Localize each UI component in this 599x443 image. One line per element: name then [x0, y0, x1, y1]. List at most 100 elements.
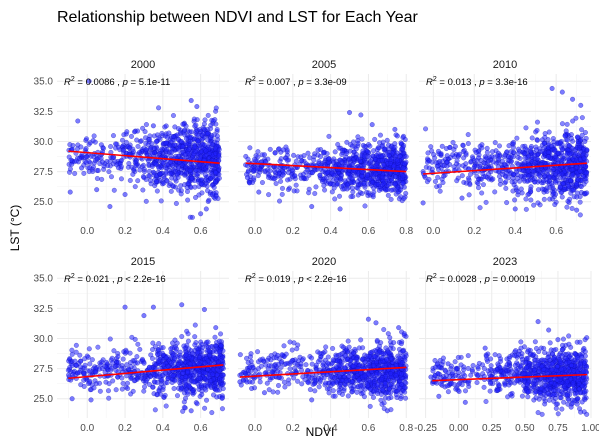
data-point — [276, 146, 282, 152]
data-point — [163, 123, 169, 129]
data-point — [284, 157, 290, 163]
data-point — [251, 167, 257, 173]
data-point — [346, 344, 352, 350]
data-point — [107, 336, 113, 342]
data-point — [174, 393, 181, 399]
data-point — [197, 371, 203, 377]
data-point — [268, 352, 274, 359]
data-point — [271, 176, 277, 182]
data-point — [312, 190, 318, 197]
data-point — [484, 145, 490, 151]
data-point — [465, 140, 471, 147]
data-point — [164, 134, 170, 140]
data-point — [396, 385, 402, 391]
x-tick-label: 0.4 — [156, 423, 170, 434]
data-point — [332, 393, 338, 399]
data-point — [149, 141, 155, 147]
data-point — [375, 145, 381, 151]
fit-annotation: R2 = 0.019 , p < 2.2e-16 — [245, 273, 347, 285]
data-point — [382, 351, 388, 357]
data-point — [375, 181, 382, 188]
data-point — [253, 158, 259, 164]
data-point — [192, 322, 198, 328]
data-point — [99, 159, 105, 165]
data-point — [186, 383, 192, 389]
data-point — [475, 155, 482, 161]
data-point — [384, 137, 390, 143]
data-point — [523, 196, 529, 202]
data-point — [465, 175, 472, 181]
data-point — [373, 320, 379, 326]
data-point — [273, 181, 279, 187]
data-point — [378, 397, 384, 403]
data-point — [388, 355, 394, 361]
data-point — [95, 344, 101, 350]
data-point — [126, 160, 132, 166]
data-point — [574, 164, 580, 170]
data-point — [94, 187, 100, 193]
data-point — [167, 159, 173, 165]
data-point — [349, 388, 355, 394]
x-tick-label: 0.2 — [118, 423, 132, 434]
data-point — [67, 142, 73, 148]
data-point — [552, 201, 558, 208]
y-tick-label: 35.0 — [34, 77, 54, 88]
data-point — [392, 126, 398, 132]
data-point — [323, 380, 329, 386]
data-point — [166, 130, 172, 136]
data-point — [122, 304, 128, 310]
data-point — [210, 392, 217, 398]
data-point — [569, 205, 575, 212]
data-point — [554, 169, 560, 175]
data-point — [367, 378, 373, 384]
data-point — [143, 198, 149, 204]
data-point — [289, 347, 295, 353]
data-point — [482, 160, 488, 166]
panel-title: 2005 — [312, 59, 336, 71]
data-point — [107, 203, 113, 210]
data-point — [548, 143, 554, 149]
data-point — [203, 397, 210, 403]
data-point — [356, 377, 362, 383]
data-point — [363, 160, 369, 166]
data-point — [270, 389, 276, 395]
data-point — [244, 175, 251, 181]
data-point — [483, 199, 489, 205]
data-point — [311, 377, 318, 383]
data-point — [179, 162, 185, 168]
data-point — [156, 165, 162, 171]
data-point — [287, 165, 293, 171]
data-point — [153, 139, 159, 145]
data-point — [401, 331, 407, 337]
data-point — [381, 146, 387, 152]
data-point — [452, 143, 458, 150]
data-point — [330, 181, 336, 188]
data-point — [157, 171, 163, 177]
data-point — [255, 349, 261, 355]
data-point — [439, 143, 445, 149]
data-point — [207, 378, 214, 384]
data-point — [398, 371, 405, 377]
data-point — [196, 192, 202, 198]
data-point — [143, 147, 149, 153]
data-point — [135, 178, 141, 184]
data-point — [285, 186, 291, 193]
data-point — [526, 168, 532, 174]
y-tick-label: 32.5 — [34, 304, 54, 315]
data-point — [81, 377, 87, 383]
x-tick-label: 0.4 — [508, 226, 522, 237]
data-point — [275, 389, 281, 395]
data-point — [279, 185, 286, 191]
panel-title: 2000 — [131, 59, 155, 71]
data-point — [355, 185, 361, 191]
data-point — [457, 151, 463, 157]
data-point — [348, 194, 354, 200]
data-point — [200, 130, 207, 136]
data-point — [74, 146, 80, 152]
data-point — [72, 170, 78, 177]
data-point — [336, 145, 342, 151]
data-point — [351, 363, 357, 369]
data-point — [179, 302, 185, 308]
